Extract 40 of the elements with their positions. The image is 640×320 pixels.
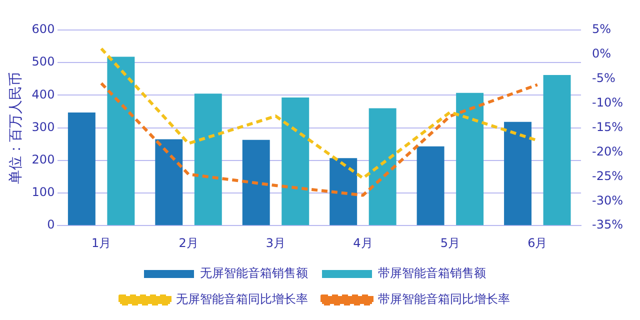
x-tick-label: 4月 (353, 236, 373, 250)
x-tick-label: 2月 (178, 236, 198, 250)
bar (194, 94, 222, 226)
y2-tick-label: -10% (592, 95, 624, 110)
y2-tick-label: 0% (592, 46, 612, 61)
bar (456, 92, 484, 226)
bar (330, 158, 358, 226)
bar (155, 139, 183, 226)
legend-label: 无屏智能音箱同比增长率 (176, 292, 308, 306)
y-tick-label: 200 (32, 152, 55, 167)
bar (504, 122, 532, 226)
y2-tick-label: -25% (592, 168, 624, 183)
y-axis-title: 单位：百万人民币 (8, 72, 24, 184)
bar (282, 97, 310, 226)
x-tick-label: 3月 (266, 236, 286, 250)
legend-label: 带屏智能音箱同比增长率 (378, 292, 510, 306)
bar (107, 56, 135, 226)
line-series (100, 82, 539, 197)
legend-label: 带屏智能音箱销售额 (378, 266, 486, 280)
bar (543, 74, 571, 226)
y-tick-label: 400 (32, 87, 55, 102)
y2-tick-label: -15% (592, 120, 624, 134)
bar (368, 108, 396, 226)
x-tick-label: 6月 (528, 236, 548, 250)
y-tick-label: 100 (32, 185, 55, 200)
bar (242, 140, 270, 226)
y2-tick-label: -30% (592, 193, 624, 208)
y2-tick-label: -5% (592, 71, 616, 86)
y-tick-label: 0 (47, 218, 55, 232)
legend-label: 无屏智能音箱销售额 (200, 266, 308, 280)
y-tick-label: 500 (32, 54, 55, 69)
y2-tick-label: -20% (592, 144, 624, 158)
bar (416, 146, 444, 226)
y2-tick-label: 5% (592, 22, 612, 36)
bar (68, 112, 96, 226)
y-tick-label: 600 (32, 22, 55, 36)
y-tick-label: 300 (32, 120, 55, 134)
y2-tick-label: -35% (592, 218, 624, 232)
x-tick-label: 1月 (91, 236, 112, 250)
x-tick-label: 5月 (440, 236, 460, 250)
